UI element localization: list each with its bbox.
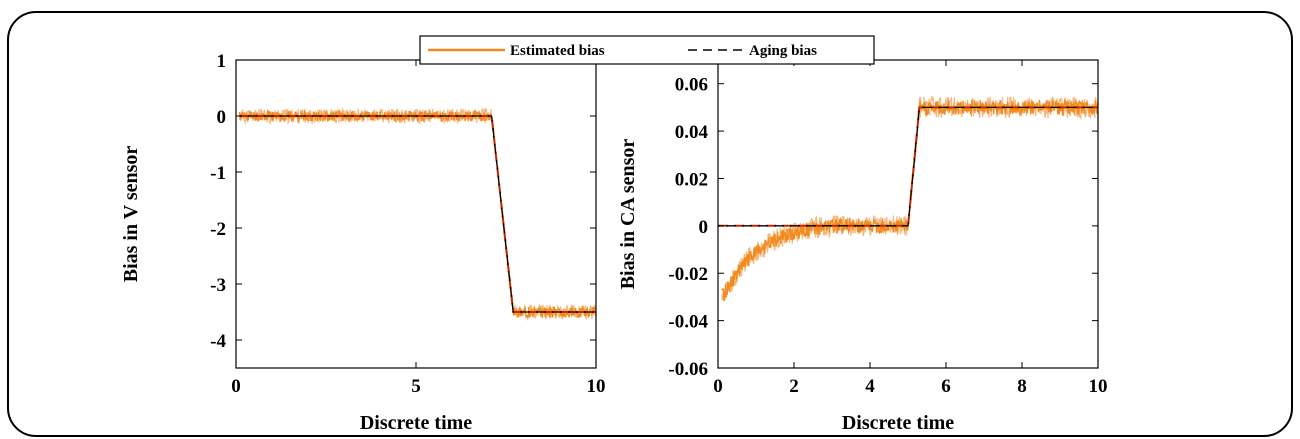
ca-sensor-aging-bias-red-line — [718, 106, 1098, 227]
ca-sensor-aging-bias-line — [718, 106, 1098, 227]
figure-frame — [7, 11, 1293, 437]
v-sensor-x-tick-label: 10 — [587, 376, 606, 397]
ca-sensor-x-tick-label: 4 — [865, 376, 875, 397]
v-sensor-aging-bias-red-line — [239, 115, 596, 313]
legend-estimated-label: Estimated bias — [510, 43, 605, 59]
ca-sensor-x-tick-label: 8 — [1017, 376, 1027, 397]
v-sensor-x-tick-label: 5 — [411, 376, 421, 397]
v-sensor-y-axis-title: Bias in V sensor — [120, 146, 142, 283]
legend: Estimated bias Aging bias — [419, 35, 875, 65]
v-sensor-ticks: 10-1-2-3-40 5 10 — [210, 51, 605, 397]
ca-sensor-y-tick-label: 0 — [699, 217, 709, 238]
v-sensor-plot-area — [238, 107, 597, 322]
ca-sensor-x-tick-label: 6 — [941, 376, 951, 397]
v-sensor-aging-bias-line — [239, 115, 596, 313]
v-sensor-x-tick-label: 0 — [231, 376, 241, 397]
v-sensor-estimated-bias-line — [238, 108, 597, 320]
ca-sensor-y-tick-label: -0.06 — [668, 359, 708, 380]
ca-sensor-x-tick-label: 10 — [1089, 376, 1108, 397]
chart-v-sensor: 10-1-2-3-40 5 10 Discrete time Bias in V s… — [120, 51, 606, 434]
chart-ca-sensor: 0.060.040.020-0.02-0.04-0.060 2 4 6 8 10 Disc… — [617, 59, 1108, 434]
v-sensor-y-tick-label: -1 — [210, 163, 226, 184]
v-sensor-y-tick-label: -2 — [210, 219, 226, 240]
v-sensor-y-tick-label: -4 — [210, 331, 226, 352]
ca-sensor-plot-area — [718, 95, 1099, 301]
ca-sensor-x-tick-label: 2 — [789, 376, 799, 397]
v-sensor-y-tick-label: 1 — [217, 51, 227, 72]
ca-sensor-x-tick-label: 0 — [713, 376, 723, 397]
ca-sensor-y-tick-label: -0.02 — [668, 264, 708, 285]
ca-sensor-ticks: 0.060.040.020-0.02-0.04-0.060 2 4 6 8 10 — [668, 60, 1108, 397]
v-sensor-y-tick-label: 0 — [217, 107, 227, 128]
ca-sensor-x-axis-title: Discrete time — [842, 412, 954, 434]
v-sensor-axes-box — [235, 59, 597, 369]
ca-sensor-y-tick-label: -0.04 — [668, 312, 708, 333]
ca-sensor-axes-box — [717, 59, 1099, 369]
ca-sensor-y-tick-label: 0.02 — [675, 169, 708, 190]
v-sensor-estimated-bias-noise-line — [239, 107, 597, 322]
v-sensor-x-axis-title: Discrete time — [360, 412, 472, 434]
ca-sensor-y-axis-title: Bias in CA sensor — [617, 139, 639, 290]
ca-sensor-y-tick-label: 0.04 — [675, 122, 709, 143]
v-sensor-y-tick-label: -3 — [210, 275, 226, 296]
ca-sensor-y-tick-label: 0.06 — [675, 75, 708, 96]
legend-aging-label: Aging bias — [749, 43, 817, 59]
